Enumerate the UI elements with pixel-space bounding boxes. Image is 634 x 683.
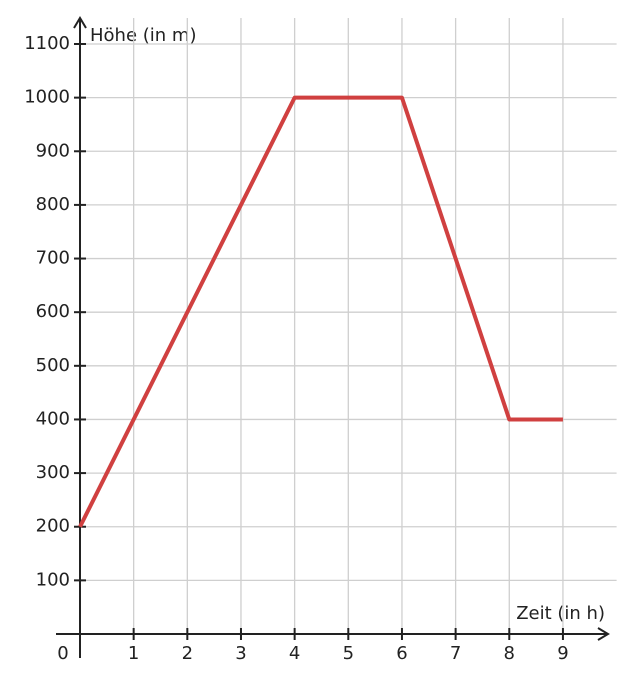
y-tick-label: 1100 <box>24 33 70 54</box>
y-axis-arrow <box>73 16 87 29</box>
x-tick-label: 7 <box>450 643 461 664</box>
y-tick-label: 200 <box>36 516 70 537</box>
x-tick-label: 4 <box>289 643 300 664</box>
x-tick-label: 8 <box>504 643 515 664</box>
x-tick-label: 5 <box>343 643 354 664</box>
x-tick-label: 6 <box>396 643 407 664</box>
y-tick-label: 500 <box>36 355 70 376</box>
y-tick-label: 700 <box>36 248 70 269</box>
y-tick-label: 100 <box>36 569 70 590</box>
y-tick-label: 800 <box>36 194 70 215</box>
x-tick-label: 1 <box>128 643 139 664</box>
x-axis-arrow <box>597 627 610 641</box>
y-tick-label: 300 <box>36 462 70 483</box>
x-axis-label: Zeit (in h) <box>516 603 605 624</box>
x-tick-label: 9 <box>557 643 568 664</box>
y-tick-label: 1000 <box>24 87 70 108</box>
data-line <box>78 95 563 528</box>
y-tick-label: 600 <box>36 301 70 322</box>
y-tick-label: 400 <box>36 408 70 429</box>
x-tick-label: 3 <box>235 643 246 664</box>
y-tick-label: 900 <box>36 140 70 161</box>
x-tick-label: 0 <box>57 643 68 664</box>
y-axis-label: Höhe (in m) <box>90 25 196 46</box>
x-tick-label: 2 <box>182 643 193 664</box>
